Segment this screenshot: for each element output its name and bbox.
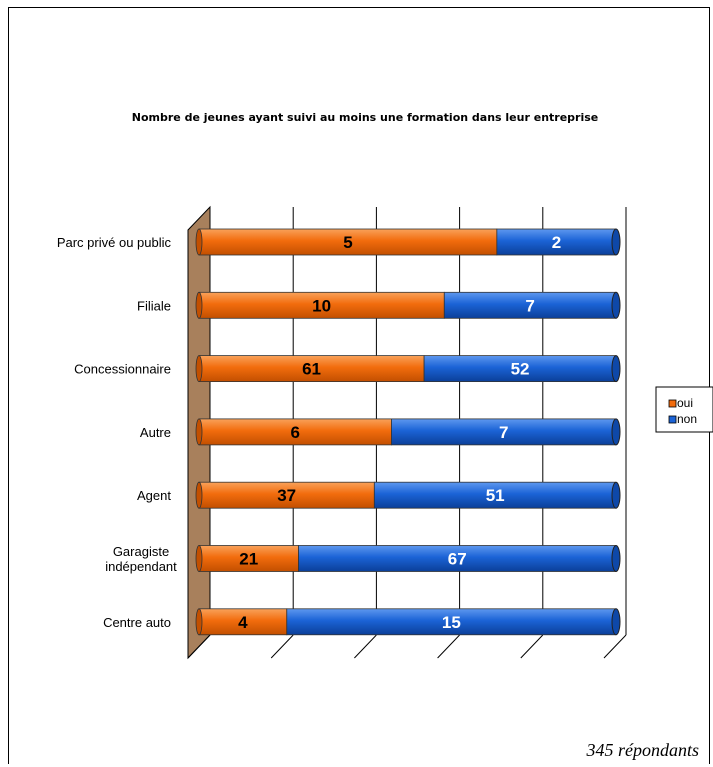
legend-label-non: non bbox=[677, 412, 697, 426]
bar-non bbox=[286, 608, 617, 636]
bar-oui bbox=[198, 608, 288, 636]
legend: oui non bbox=[655, 386, 713, 433]
bar-cap-right bbox=[611, 355, 621, 383]
bar-oui bbox=[198, 291, 445, 319]
category-label: indépendant bbox=[105, 559, 177, 574]
data-label-non: 52 bbox=[511, 360, 530, 379]
chart-frame bbox=[8, 7, 710, 764]
data-label-non: 51 bbox=[486, 486, 505, 505]
category-label: Centre auto bbox=[103, 615, 171, 630]
bar-cap-right bbox=[611, 608, 621, 636]
category-label: Autre bbox=[140, 425, 171, 440]
floor-tick bbox=[603, 634, 627, 659]
bar-oui bbox=[198, 481, 375, 509]
bar-non bbox=[391, 418, 617, 446]
bar-non bbox=[496, 228, 617, 256]
data-label-oui: 5 bbox=[343, 233, 352, 252]
floor-tick bbox=[437, 634, 460, 659]
floor-tick bbox=[187, 634, 211, 659]
bar-cap-left bbox=[195, 291, 203, 319]
category-label: Concessionnaire bbox=[74, 362, 171, 377]
bar-cap-right bbox=[611, 545, 621, 572]
respondent-count: 345 répondants bbox=[586, 740, 700, 760]
data-label-non: 7 bbox=[525, 296, 534, 315]
data-label-non: 15 bbox=[442, 613, 461, 632]
bar-cap-right bbox=[611, 228, 621, 256]
data-label-oui: 10 bbox=[312, 296, 331, 315]
data-label-oui: 4 bbox=[238, 613, 248, 632]
bar-non bbox=[423, 355, 617, 383]
bar-cap-left bbox=[195, 545, 203, 572]
bar-cap-left bbox=[195, 228, 203, 256]
data-label-oui: 61 bbox=[302, 360, 321, 379]
category-label: Parc privé ou public bbox=[57, 235, 172, 250]
bar-cap-left bbox=[195, 608, 203, 636]
category-label: Garagiste bbox=[113, 544, 169, 559]
bar-cap-left bbox=[195, 355, 203, 383]
floor-tick bbox=[354, 634, 377, 659]
data-label-non: 7 bbox=[499, 423, 508, 442]
data-label-oui: 6 bbox=[290, 423, 299, 442]
data-label-non: 2 bbox=[552, 233, 561, 252]
category-labels: Parc privé ou public Filiale Concessionnai… bbox=[57, 235, 177, 630]
bar-cap-left bbox=[195, 481, 203, 509]
category-label: Filiale bbox=[137, 298, 171, 313]
legend-swatch-oui bbox=[668, 399, 677, 408]
bar-oui bbox=[198, 228, 498, 256]
floor-tick bbox=[270, 634, 294, 659]
bar-non bbox=[443, 291, 617, 319]
bar-cap-right bbox=[611, 418, 621, 446]
bar-cap-right bbox=[611, 481, 621, 509]
legend-swatch-non bbox=[668, 415, 677, 424]
category-label: Agent bbox=[137, 488, 171, 503]
data-label-non: 67 bbox=[448, 550, 467, 569]
chart-title: Nombre de jeunes ayant suivi au moins un… bbox=[131, 111, 599, 124]
data-label-oui: 21 bbox=[239, 550, 258, 569]
legend-label-oui: oui bbox=[677, 396, 693, 410]
bar-oui bbox=[198, 545, 299, 572]
bar-cap-left bbox=[195, 418, 203, 446]
data-label-oui: 37 bbox=[277, 486, 296, 505]
bar-non bbox=[298, 545, 617, 572]
floor-tick bbox=[520, 634, 544, 659]
bar-cap-right bbox=[611, 291, 621, 319]
bar-oui bbox=[198, 355, 425, 383]
bar-non bbox=[373, 481, 617, 509]
